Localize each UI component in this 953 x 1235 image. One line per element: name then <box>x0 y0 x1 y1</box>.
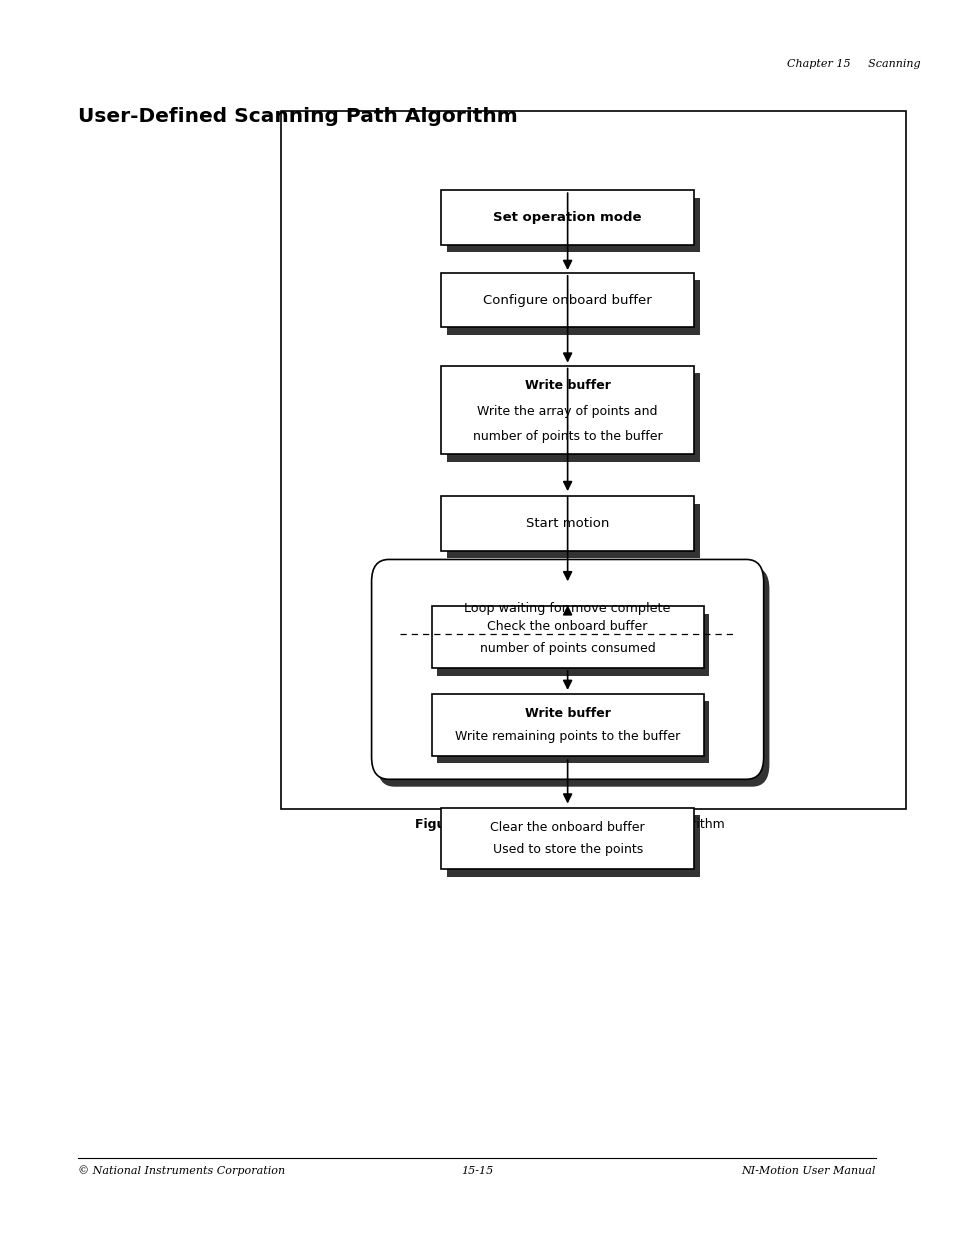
FancyBboxPatch shape <box>371 559 762 779</box>
Bar <box>446 198 699 252</box>
Bar <box>436 701 709 763</box>
Bar <box>446 373 699 462</box>
Bar <box>436 614 709 676</box>
Text: 15-15: 15-15 <box>460 1166 493 1176</box>
Bar <box>281 111 905 809</box>
Text: Write the array of points and: Write the array of points and <box>476 405 658 417</box>
Bar <box>431 606 702 668</box>
FancyBboxPatch shape <box>376 567 768 787</box>
Bar <box>446 504 699 558</box>
Bar <box>431 694 702 756</box>
Bar <box>446 815 699 877</box>
Text: Write remaining points to the buffer: Write remaining points to the buffer <box>455 730 679 742</box>
Bar <box>440 496 694 551</box>
Text: number of points to the buffer: number of points to the buffer <box>473 430 661 443</box>
Text: Check the onboard buffer: Check the onboard buffer <box>487 620 647 632</box>
Text: Loop waiting for move complete: Loop waiting for move complete <box>464 603 670 615</box>
Bar <box>440 190 694 245</box>
Text: User-Defined Scanning Path Algorithm: User-Defined Scanning Path Algorithm <box>78 106 517 126</box>
Text: Start motion: Start motion <box>525 517 609 530</box>
Bar <box>446 280 699 335</box>
Text: Configure onboard buffer: Configure onboard buffer <box>483 294 651 306</box>
Text: Chapter 15     Scanning: Chapter 15 Scanning <box>786 59 920 69</box>
Text: Write buffer: Write buffer <box>524 708 610 720</box>
Bar <box>440 808 694 869</box>
Bar <box>440 366 694 454</box>
Text: number of points consumed: number of points consumed <box>479 642 655 655</box>
Text: NI-Motion User Manual: NI-Motion User Manual <box>740 1166 875 1176</box>
Text: Set operation mode: Set operation mode <box>493 211 641 224</box>
Text: Figure 15-8.: Figure 15-8. <box>415 819 499 831</box>
Text: © National Instruments Corporation: © National Instruments Corporation <box>78 1166 285 1176</box>
Text: User-Defined Scanning Path Algorithm: User-Defined Scanning Path Algorithm <box>476 819 724 831</box>
Text: Clear the onboard buffer: Clear the onboard buffer <box>490 821 644 834</box>
Text: Write buffer: Write buffer <box>524 379 610 393</box>
Text: Used to store the points: Used to store the points <box>492 844 642 856</box>
Bar <box>440 273 694 327</box>
